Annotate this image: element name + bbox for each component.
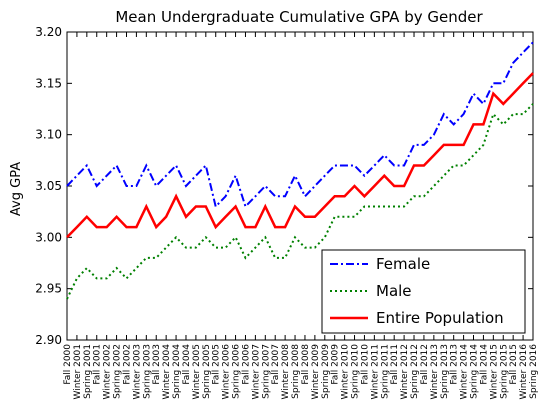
- x-tick-label: Fall 2015: [509, 344, 519, 385]
- x-tick-label: Spring 2005: [202, 344, 212, 399]
- x-tick-label: Spring 2012: [410, 344, 420, 399]
- x-tick-label: Spring 2015: [499, 344, 509, 399]
- x-tick-label: Spring 2004: [172, 344, 182, 399]
- y-tick-label: 3.10: [35, 128, 62, 142]
- chart-title: Mean Undergraduate Cumulative GPA by Gen…: [115, 8, 483, 26]
- x-tick-label: Fall 2010: [360, 344, 370, 385]
- x-tick-label: Winter 2003: [132, 344, 142, 399]
- x-tick-label: Fall 2014: [479, 344, 489, 385]
- x-tick-label: Fall 2007: [271, 344, 281, 385]
- x-tick-label: Fall 2001: [93, 344, 103, 385]
- x-tick-label: Winter 2005: [192, 344, 202, 399]
- x-tick-label: Spring 2013: [440, 344, 450, 399]
- x-tick-label: Fall 2002: [122, 344, 132, 385]
- x-tick-label: Fall 2004: [182, 344, 192, 385]
- y-tick-label: 3.15: [35, 76, 62, 90]
- x-tick-label: Winter 2004: [162, 344, 172, 400]
- x-tick-label: Fall 2012: [420, 344, 430, 385]
- y-tick-label: 2.90: [35, 333, 62, 347]
- x-tick-label: Winter 2002: [103, 344, 113, 399]
- x-tick-label: Spring 2001: [83, 344, 93, 399]
- x-tick-label: Winter 2013: [430, 344, 440, 399]
- x-tick-label: Winter 2007: [251, 344, 261, 399]
- x-tick-label: Spring 2007: [261, 344, 271, 399]
- y-axis-label: Avg GPA: [9, 162, 24, 216]
- legend-label: Female: [376, 255, 430, 273]
- x-tick-label: Winter 2001: [73, 344, 83, 399]
- x-tick-label: Fall 2003: [152, 344, 162, 385]
- x-tick-label: Winter 2014: [460, 344, 470, 400]
- x-tick-label: Fall 2005: [212, 344, 222, 385]
- x-tick-label: Winter 2016: [519, 344, 529, 400]
- y-tick-label: 3.05: [35, 179, 62, 193]
- x-tick-label: Winter 2010: [341, 344, 351, 400]
- x-tick-label: Spring 2002: [113, 344, 123, 399]
- x-tick-label: Fall 2008: [301, 344, 311, 385]
- x-tick-label: Spring 2016: [529, 344, 539, 399]
- series-line-0: [66, 41, 534, 209]
- x-tick-label: Fall 2009: [331, 344, 341, 385]
- x-tick-label: Spring 2014: [470, 344, 480, 399]
- x-tick-label: Fall 2000: [63, 344, 73, 385]
- legend-label: Male: [376, 282, 412, 300]
- x-tick-label: Winter 2008: [281, 344, 291, 400]
- x-tick-label: Winter 2015: [489, 344, 499, 399]
- x-tick-label: Spring 2009: [321, 344, 331, 399]
- series-line-1: [66, 103, 534, 300]
- x-tick-label: Spring 2010: [351, 344, 361, 399]
- x-tick-label: Spring 2011: [380, 344, 390, 399]
- x-tick-label: Fall 2011: [390, 344, 400, 385]
- x-tick-label: Spring 2006: [232, 344, 242, 399]
- y-tick-label: 2.95: [35, 282, 62, 296]
- series-line-2: [66, 72, 534, 239]
- x-tick-label: Spring 2008: [291, 344, 301, 399]
- legend: Female Male Entire Population: [321, 249, 526, 334]
- x-tick-label: Winter 2006: [222, 344, 232, 400]
- x-tick-label: Winter 2009: [311, 344, 321, 400]
- x-tick-label: Spring 2003: [142, 344, 152, 399]
- y-tick-label: 3.00: [35, 230, 62, 244]
- x-tick-label: Fall 2006: [241, 344, 251, 385]
- x-tick-label: Winter 2011: [370, 344, 380, 399]
- x-tick-label: Winter 2012: [400, 344, 410, 399]
- series-lines: [66, 41, 534, 300]
- y-tick-label: 3.20: [35, 25, 62, 39]
- x-tick-label: Fall 2013: [450, 344, 460, 385]
- legend-label: Entire Population: [376, 309, 504, 327]
